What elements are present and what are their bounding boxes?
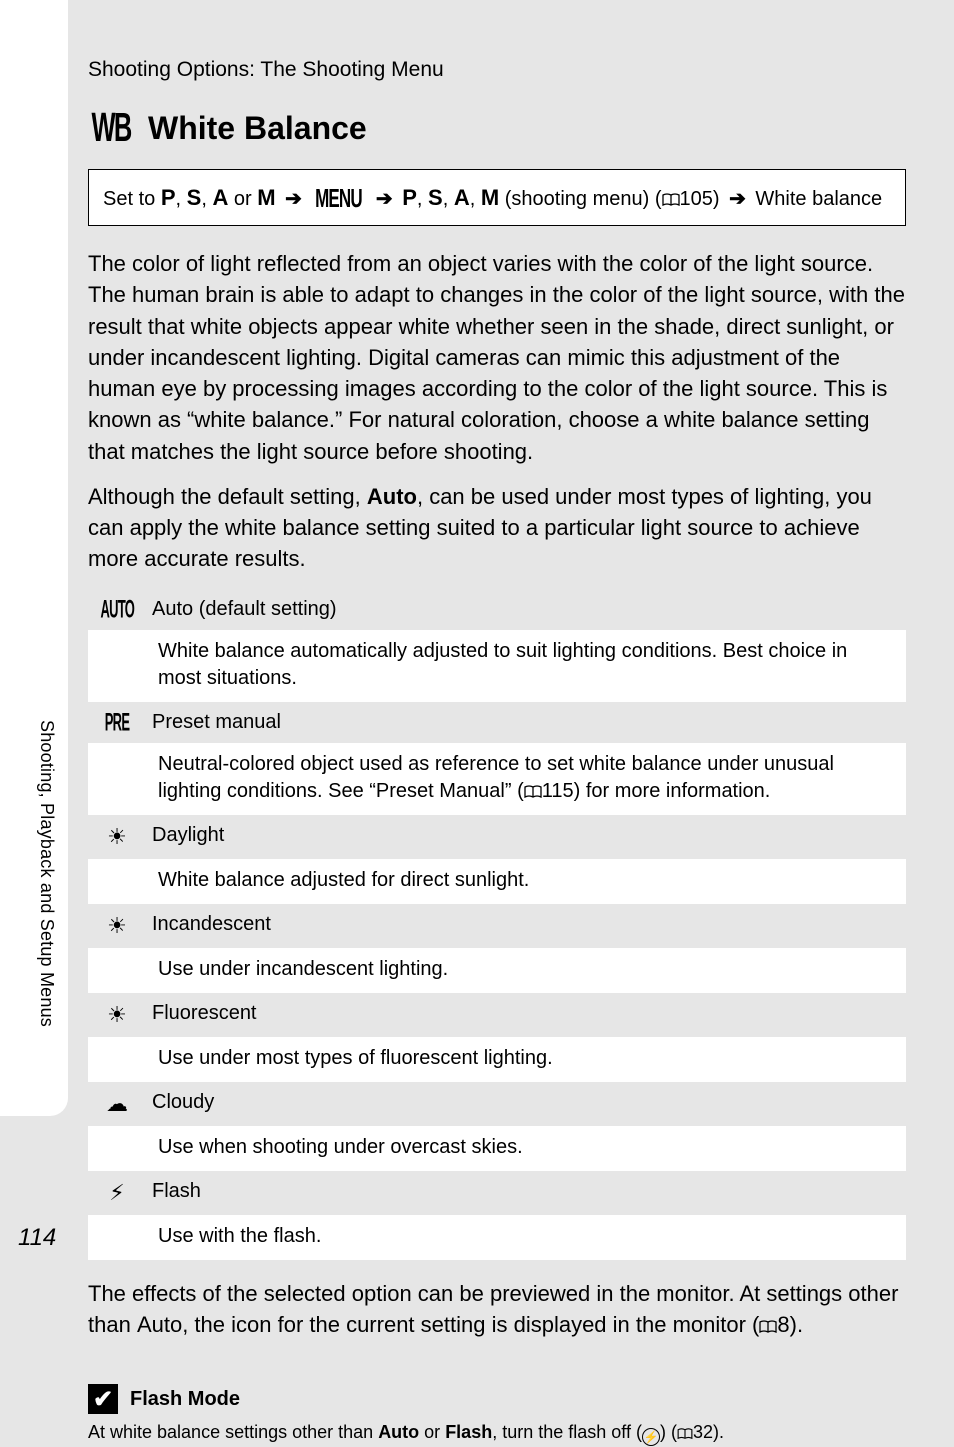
note-b1: Auto	[378, 1422, 419, 1442]
heading-text: White Balance	[148, 110, 367, 147]
book-icon	[662, 185, 680, 217]
note-body: At white balance settings other than Aut…	[88, 1420, 906, 1445]
option-icon: ☀︎	[88, 993, 152, 1037]
note-heading: ✔ Flash Mode	[88, 1384, 906, 1414]
option-icon: PRE	[88, 702, 152, 743]
paragraph-2: Although the default setting, Auto, can …	[88, 481, 906, 575]
white-balance-options-table: AUTOAuto (default setting)White balance …	[88, 589, 906, 1260]
arrow-icon: ➔	[285, 188, 302, 210]
flash-off-icon: ⚡	[642, 1428, 660, 1446]
mode-s2: S	[428, 185, 443, 210]
table-row: Neutral-colored object used as reference…	[88, 743, 906, 815]
option-icon: ☀︎	[88, 815, 152, 859]
mode-a: A	[212, 185, 228, 210]
note-ref: 32).	[693, 1422, 724, 1442]
note-title: Flash Mode	[130, 1388, 240, 1411]
option-label: Daylight	[152, 815, 906, 859]
note-pre: At white balance settings other than	[88, 1422, 378, 1442]
side-section-label: Shooting, Playback and Setup Menus	[36, 720, 57, 1027]
left-margin-tab	[0, 0, 68, 1116]
book-icon	[677, 1422, 693, 1447]
option-description: White balance adjusted for direct sunlig…	[152, 859, 906, 904]
paragraph-1: The color of light reflected from an obj…	[88, 248, 906, 467]
note-post: , turn the flash off (	[492, 1422, 642, 1442]
nav-or: or	[228, 188, 257, 210]
nav-suffix: (shooting menu) (	[499, 188, 661, 210]
option-description: Use with the flash.	[152, 1215, 906, 1260]
book-icon	[524, 780, 542, 807]
option-description: Use under incandescent lighting.	[152, 948, 906, 993]
table-row: Use under incandescent lighting.	[88, 948, 906, 993]
arrow-icon: ➔	[729, 188, 746, 210]
p2-bold: Auto	[367, 484, 417, 509]
option-icon: ☀︎	[88, 904, 152, 948]
mode-a2: A	[454, 185, 470, 210]
nav-prefix: Set to	[103, 188, 161, 210]
table-row: Use with the flash.	[88, 1215, 906, 1260]
book-icon	[759, 1311, 777, 1342]
note-mid: or	[419, 1422, 445, 1442]
table-row: ☁︎Cloudy	[88, 1082, 906, 1126]
option-icon: ☁︎	[88, 1082, 152, 1126]
nav-ref: 105)	[680, 188, 720, 210]
option-description: White balance automatically adjusted to …	[152, 630, 906, 702]
page-number: 114	[18, 1224, 56, 1252]
table-row: White balance adjusted for direct sunlig…	[88, 859, 906, 904]
table-row: ☀︎Daylight	[88, 815, 906, 859]
page-title: WB White Balance	[88, 110, 906, 147]
mode-m2: M	[481, 185, 499, 210]
mode-p: P	[161, 185, 176, 210]
option-label: Auto (default setting)	[152, 589, 906, 630]
check-icon: ✔	[88, 1384, 118, 1414]
table-row: ☀︎Fluorescent	[88, 993, 906, 1037]
option-icon: AUTO	[88, 589, 152, 630]
table-row: PREPreset manual	[88, 702, 906, 743]
note-b2: Flash	[445, 1422, 492, 1442]
option-label: Flash	[152, 1171, 906, 1215]
breadcrumb: Shooting Options: The Shooting Menu	[88, 58, 906, 82]
mode-s: S	[187, 185, 202, 210]
table-row: ⚡︎Flash	[88, 1171, 906, 1215]
option-label: Incandescent	[152, 904, 906, 948]
closing-bold: Auto	[137, 1312, 182, 1337]
page-content: Shooting Options: The Shooting Menu WB W…	[68, 0, 954, 1445]
table-row: ☀︎Incandescent	[88, 904, 906, 948]
option-label: Preset manual	[152, 702, 906, 743]
closing-paragraph: The effects of the selected option can b…	[88, 1278, 906, 1340]
closing-post: , the icon for the current setting is di…	[182, 1312, 759, 1337]
table-row: Use when shooting under overcast skies.	[88, 1126, 906, 1171]
note-after-circ: ) (	[660, 1422, 677, 1442]
closing-ref: 8).	[777, 1312, 803, 1337]
flash-mode-note: ✔ Flash Mode At white balance settings o…	[88, 1384, 906, 1445]
mode-p2: P	[402, 185, 417, 210]
menu-label: MENU	[316, 178, 363, 220]
table-row: AUTOAuto (default setting)	[88, 589, 906, 630]
option-label: Fluorescent	[152, 993, 906, 1037]
option-description: Use when shooting under overcast skies.	[152, 1126, 906, 1171]
option-description: Neutral-colored object used as reference…	[152, 743, 906, 815]
nav-end: White balance	[750, 188, 882, 210]
mode-m: M	[257, 185, 275, 210]
table-row: White balance automatically adjusted to …	[88, 630, 906, 702]
white-balance-icon: WB	[91, 106, 130, 152]
navigation-path-box: Set to P, S, A or M ➔ MENU ➔ P, S, A, M …	[88, 169, 906, 226]
table-row: Use under most types of fluorescent ligh…	[88, 1037, 906, 1082]
p2-pre: Although the default setting,	[88, 484, 367, 509]
option-icon: ⚡︎	[88, 1171, 152, 1215]
option-description: Use under most types of fluorescent ligh…	[152, 1037, 906, 1082]
option-label: Cloudy	[152, 1082, 906, 1126]
arrow-icon: ➔	[376, 188, 393, 210]
